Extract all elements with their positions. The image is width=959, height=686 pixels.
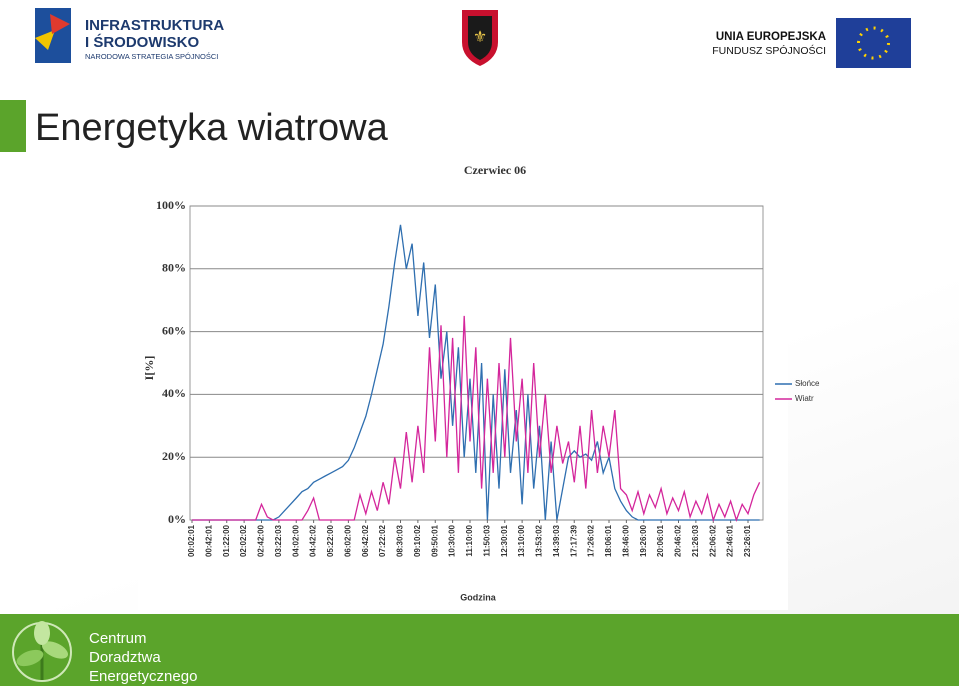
footer-logo: [12, 621, 72, 682]
x-tick-label: 14:39:03: [552, 524, 561, 557]
x-tick-label: 02:42:00: [257, 524, 266, 557]
x-tick-label: 01:22:00: [222, 524, 231, 557]
x-tick-label: 18:46:00: [621, 524, 630, 557]
y-tick-label: 40%: [162, 386, 186, 400]
x-tick-label: 20:46:02: [674, 524, 683, 557]
x-axis-label: Godzina: [460, 592, 496, 602]
x-tick-label: 07:22:02: [378, 524, 387, 557]
x-tick-label: 10:30:00: [448, 524, 457, 557]
chart-title: Czerwiec 06: [464, 163, 526, 177]
x-tick-label: 05:22:00: [326, 524, 335, 557]
eu-stars: [857, 26, 890, 60]
y-tick-label: 20%: [162, 449, 186, 463]
x-tick-label: 20:06:01: [656, 524, 665, 557]
y-tick-label: 80%: [162, 261, 186, 275]
x-tick-label: 00:02:01: [187, 524, 196, 557]
logo-right: UNIA EUROPEJSKA FUNDUSZ SPÓJNOŚCI: [712, 18, 911, 68]
x-tick-label: 17:26:02: [587, 524, 596, 557]
x-tick-label: 21:26:03: [691, 524, 700, 557]
footer-band: [0, 614, 959, 686]
x-tick-label: 22:46:01: [726, 524, 735, 557]
x-tick-label: 02:02:02: [239, 524, 248, 557]
title-accent: [0, 100, 26, 152]
eu-flag: [836, 18, 911, 68]
x-tick-label: 22:06:02: [708, 524, 717, 557]
x-tick-label: 13:10:00: [517, 524, 526, 557]
footer-text: Energetycznego: [89, 668, 197, 685]
x-tick-label: 11:50:03: [482, 524, 491, 556]
logo-text: UNIA EUROPEJSKA: [716, 31, 826, 43]
svg-text:⚜: ⚜: [473, 29, 487, 46]
logo-left: INFRASTRUKTURA I ŚRODOWISKO NARODOWA STR…: [35, 8, 224, 63]
x-tick-label: 23:26:01: [743, 524, 752, 557]
x-tick-label: 03:22:03: [274, 524, 283, 557]
legend-label: Słońce: [795, 379, 820, 388]
x-tick-label: 09:10:02: [413, 524, 422, 557]
footer-text: Centrum: [89, 630, 147, 647]
x-tick-label: 13:53:02: [535, 524, 544, 557]
x-tick-label: 17:17:39: [569, 524, 578, 557]
x-tick-label: 04:42:02: [309, 524, 318, 557]
series-line: [192, 224, 760, 521]
x-tick-label: 18:06:01: [604, 524, 613, 557]
x-tick-label: 09:50:01: [430, 524, 439, 557]
x-tick-label: 04:02:00: [291, 524, 300, 557]
y-tick-label: 100%: [156, 198, 186, 212]
x-tick-label: 11:10:00: [465, 524, 474, 556]
series-line: [192, 315, 761, 523]
x-tick-label: 19:26:00: [639, 524, 648, 557]
logo-text: FUNDUSZ SPÓJNOŚCI: [712, 44, 826, 57]
logo-text: INFRASTRUKTURA: [85, 17, 224, 34]
legend-label: Wiatr: [795, 394, 814, 403]
logo-text: I ŚRODOWISKO: [85, 33, 200, 51]
logo-arrow: [50, 14, 70, 34]
crest: ⚜: [462, 10, 498, 66]
footer-text: Doradztwa: [89, 649, 161, 666]
x-tick-label: 08:30:03: [396, 524, 405, 557]
slide-title: Energetyka wiatrowa: [35, 107, 389, 149]
logo-text: NARODOWA STRATEGIA SPÓJNOŚCI: [85, 52, 218, 61]
y-axis-label: I[%]: [142, 356, 156, 381]
logo-star: [35, 30, 55, 50]
x-tick-label: 06:42:02: [361, 524, 370, 557]
x-tick-label: 00:42:01: [204, 524, 213, 557]
plot: 0% 20% 40% 60% 80% 100% 00:02:01 00:42:01 01:22:…: [156, 198, 820, 557]
x-tick-label: 06:02:00: [343, 524, 352, 557]
y-tick-label: 60%: [162, 323, 186, 337]
x-tick-label: 12:30:01: [500, 524, 509, 557]
y-tick-label: 0%: [168, 512, 186, 526]
